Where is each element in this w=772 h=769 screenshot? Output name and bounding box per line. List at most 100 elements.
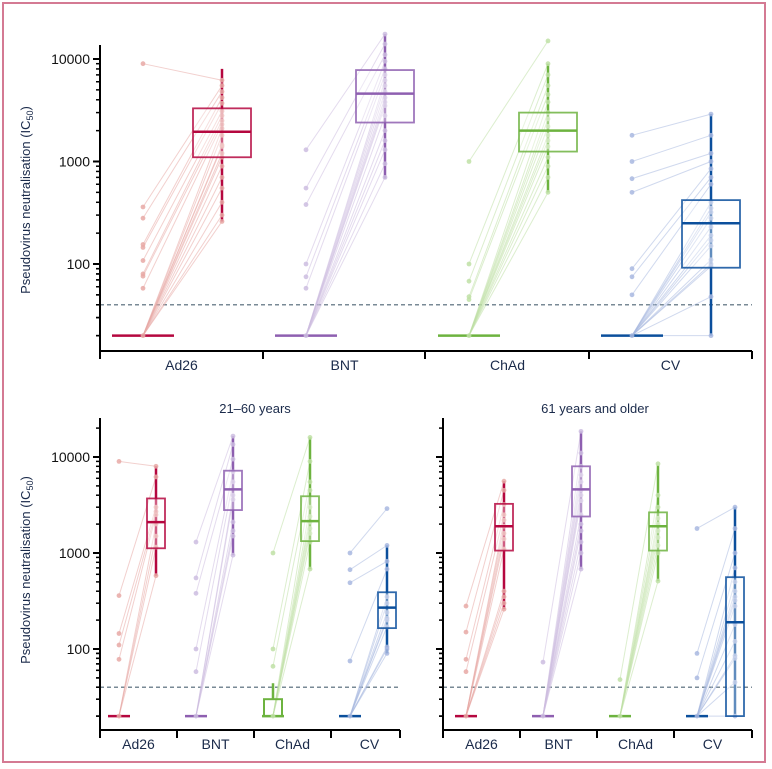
pair-line — [631, 240, 712, 336]
pair-line — [468, 146, 549, 336]
category-label-chad: ChAd — [490, 357, 525, 373]
post-point — [545, 124, 551, 129]
pair-line — [118, 507, 157, 634]
post-point — [230, 433, 236, 439]
post-point — [545, 154, 551, 160]
post-point — [384, 506, 390, 512]
pre-point — [303, 185, 309, 191]
pre-point — [347, 713, 353, 719]
post-point — [708, 243, 714, 249]
post-point — [732, 679, 738, 685]
pair-line — [305, 177, 386, 336]
post-point — [153, 463, 159, 469]
pre-point — [140, 204, 146, 210]
post-point — [153, 512, 159, 518]
post-point — [153, 504, 159, 510]
pair-line — [465, 514, 505, 672]
pair-line — [195, 444, 234, 579]
post-point — [382, 113, 388, 119]
post-point — [153, 533, 159, 539]
pre-point — [116, 656, 122, 662]
pair-line — [305, 115, 386, 336]
pair-line — [468, 177, 549, 336]
pre-point — [466, 159, 472, 164]
post-point — [382, 72, 388, 78]
pre-point — [540, 659, 546, 665]
pre-point — [617, 677, 623, 683]
post-point — [384, 594, 390, 600]
post-point — [501, 531, 507, 536]
post-point — [578, 479, 584, 485]
post-point — [732, 638, 738, 644]
panel-title-61-plus: 61 years and older — [541, 401, 649, 416]
pair-line — [542, 552, 582, 717]
pre-point — [116, 593, 122, 598]
pair-line — [465, 504, 505, 660]
post-point — [732, 603, 738, 609]
post-point — [578, 539, 584, 545]
pre-point — [629, 132, 635, 138]
pair-line — [349, 653, 388, 717]
pair-line — [305, 43, 386, 189]
post-point — [219, 118, 225, 124]
post-point — [545, 38, 551, 44]
pair-line — [631, 168, 712, 270]
pair-line — [142, 221, 223, 336]
category-label-ad26: Ad26 — [122, 736, 155, 752]
post-point — [153, 573, 159, 579]
post-point — [219, 185, 225, 191]
post-point — [655, 550, 661, 556]
pair-line — [696, 552, 736, 679]
pair-line — [619, 552, 659, 717]
post-point — [501, 478, 507, 484]
pair-line — [118, 511, 157, 646]
pre-point — [466, 261, 472, 267]
post-point — [545, 138, 551, 143]
post-point — [655, 461, 661, 467]
category-label-chad: ChAd — [275, 736, 310, 752]
post-point — [732, 594, 738, 600]
post-box — [300, 495, 320, 543]
post-point — [382, 31, 388, 37]
post-point — [578, 472, 584, 478]
post-point — [219, 219, 225, 224]
post-point — [307, 566, 313, 572]
pair-line — [142, 187, 223, 336]
y-axis-label-end: ) — [18, 476, 33, 480]
group-ad26 — [455, 478, 514, 719]
pre-point — [466, 278, 472, 284]
pair-line — [349, 508, 388, 554]
pair-line — [118, 514, 157, 660]
pair-line — [631, 202, 712, 336]
post-point — [708, 257, 714, 263]
post-point — [732, 565, 738, 571]
post-point — [382, 41, 388, 47]
pre-point — [463, 713, 469, 719]
pair-line — [468, 101, 549, 336]
pair-line — [118, 476, 157, 596]
pair-line — [142, 120, 223, 277]
pre-point — [140, 273, 146, 279]
y-axis-label-subscript: 50 — [25, 110, 35, 120]
post-point — [382, 147, 388, 153]
pair-line — [542, 568, 582, 717]
pair-line — [195, 435, 234, 543]
post-point — [545, 83, 551, 89]
pre-point — [140, 333, 146, 339]
post-point — [732, 588, 738, 594]
post-point — [732, 504, 738, 510]
post-point — [307, 479, 313, 485]
post-box — [518, 111, 578, 153]
post-point — [382, 58, 388, 64]
post-point — [545, 189, 551, 195]
pair-line — [631, 183, 712, 296]
pair-line — [195, 499, 234, 717]
pair-line — [195, 459, 234, 594]
pair-line — [142, 157, 223, 336]
post-point — [230, 492, 236, 498]
post-point — [501, 600, 507, 606]
group-ad26 — [108, 458, 166, 719]
post-point — [382, 174, 388, 180]
pair-line — [305, 61, 386, 265]
pre-point — [303, 261, 309, 267]
